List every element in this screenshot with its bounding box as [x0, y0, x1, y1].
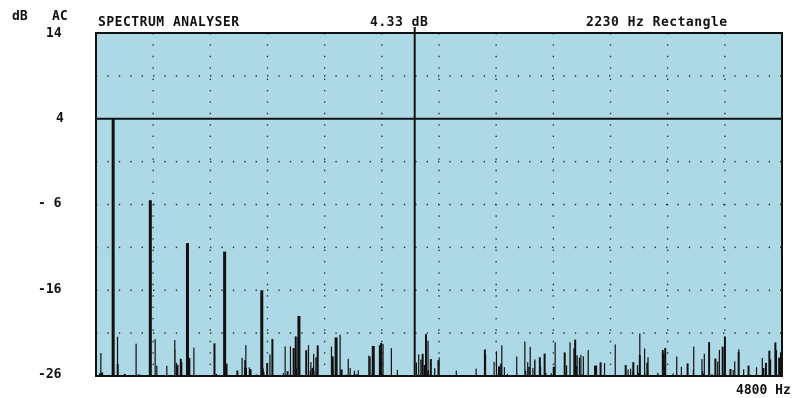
grid-dots: [96, 33, 782, 376]
y-tick-label-minus-16: -16: [38, 282, 62, 297]
cursor-info: 2230 Hz Rectangle: [586, 15, 728, 30]
noise-floor-trace: [97, 333, 782, 376]
harmonic-bars: [111, 118, 375, 376]
chart-title: SPECTRUM ANALYSER: [98, 15, 240, 30]
ac-mode-label: AC: [52, 9, 68, 24]
y-tick-label-minus-6: - 6: [38, 196, 62, 211]
plot-frame: [95, 32, 783, 377]
y-tick-label-14: 14: [46, 26, 62, 41]
db-unit-label: dB: [12, 9, 28, 24]
level-readout: 4.33 dB: [370, 15, 429, 30]
y-tick-label-minus-26: -26: [38, 367, 62, 382]
x-axis-end-label: 4800 Hz: [736, 383, 791, 398]
y-tick-label-4: 4: [56, 111, 64, 126]
